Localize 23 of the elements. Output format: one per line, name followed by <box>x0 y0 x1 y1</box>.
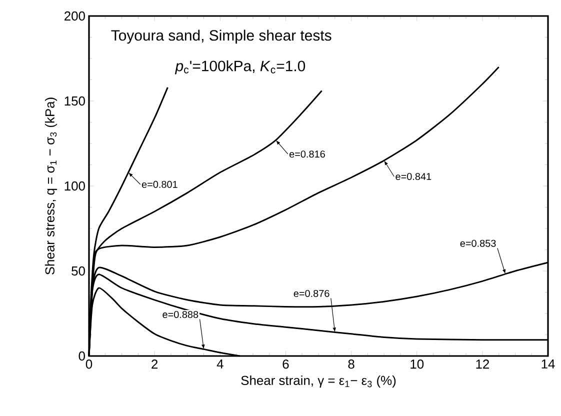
annotation: e=0.876 <box>294 290 330 297</box>
y-tick-label: 200 <box>64 11 85 21</box>
annotation: e=0.888 <box>162 310 198 318</box>
y-tick-label: 100 <box>64 181 85 191</box>
x-tick-label: 12 <box>476 360 489 369</box>
annotation: e=0.816 <box>290 150 325 158</box>
y-tick-label: 150 <box>64 96 85 106</box>
annotation: e=0.801 <box>142 180 178 188</box>
x-tick-label: 10 <box>410 360 424 369</box>
x-tick-label: 4 <box>216 360 224 368</box>
x-tick-label: 6 <box>282 360 289 369</box>
annotation: e=0.841 <box>396 172 432 180</box>
y-axis-title: Shear stress, q = σ$_{1}$ − σ$_{3}$ (kPa) <box>44 98 58 275</box>
y-tick-label: 50 <box>72 266 85 276</box>
x-tick-label: 14 <box>542 360 555 368</box>
x-tick-label: 0 <box>86 360 92 369</box>
x-tick-label: 8 <box>348 360 354 369</box>
x-tick-label: 2 <box>152 360 158 369</box>
x-axis-title: Shear strain, γ = ε$_{1}$− ε$_{3}$ (%) <box>241 376 396 388</box>
text: Toyoura sand, Simple shear tests <box>111 30 332 44</box>
y-tick-label: 0 <box>78 351 85 361</box>
annotation: e=0.853 <box>460 240 496 247</box>
text: p$_{c}$'=100kPa, K$_{c}$=1.0 <box>174 60 306 74</box>
